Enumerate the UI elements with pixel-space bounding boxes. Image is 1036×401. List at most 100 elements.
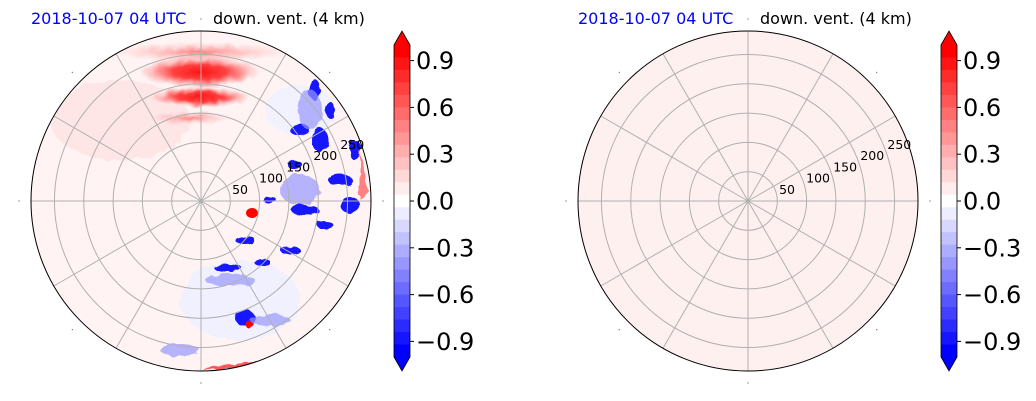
red-band-north [140, 56, 260, 88]
colorbar-level [394, 307, 410, 321]
colorbar-level [941, 82, 957, 96]
angular-gridline [747, 200, 834, 349]
radial-gridline [141, 141, 261, 261]
colorbar-tick-label: 0.9 [416, 47, 454, 75]
radial-tick-label: 100 [806, 171, 830, 186]
colorbar-tick-label: 0.0 [963, 188, 1001, 216]
angular-gridline [662, 200, 749, 349]
colorbar-level [394, 232, 410, 246]
colorbar-level [941, 232, 957, 246]
radial-gridline [659, 112, 837, 290]
colorbar-level [394, 332, 410, 346]
radial-tick-label: 200 [313, 148, 337, 163]
angular-gridline [200, 53, 287, 202]
right-title-variable: down. vent. (4 km) [760, 9, 912, 28]
colorbar-level [394, 157, 410, 171]
angular-gridline [200, 200, 349, 287]
outer-tick [200, 18, 202, 20]
left-polar-frame [30, 30, 372, 372]
outer-tick [382, 200, 384, 202]
outer-tick [200, 382, 202, 384]
colorbar-level [394, 344, 410, 358]
colorbar-level [394, 257, 410, 271]
radial-gridline [688, 141, 808, 261]
colorbar-level [394, 57, 410, 71]
colorbar-tick-label: 0.9 [963, 47, 1001, 75]
right-polar-frame [577, 30, 919, 372]
colorbar-level [941, 169, 957, 183]
colorbar-outline [940, 30, 958, 372]
angular-gridline [662, 53, 749, 202]
radial-tick-label: 250 [340, 137, 364, 152]
colorbar-level [394, 82, 410, 96]
angular-gridline [747, 53, 834, 202]
colorbar-tick-label: 0.3 [416, 141, 454, 169]
radial-tick-label: 50 [779, 182, 795, 197]
left-title-variable: down. vent. (4 km) [213, 9, 365, 28]
outer-tick [71, 329, 73, 331]
colorbar-level [394, 207, 410, 221]
colorbar-tick-label: −0.6 [963, 281, 1021, 309]
radial-gridline [83, 83, 319, 319]
colorbar-level [394, 69, 410, 83]
radial-gridline [171, 171, 231, 231]
outer-tick [329, 71, 331, 73]
colorbar-level [394, 119, 410, 133]
colorbar-extend-min [394, 357, 410, 371]
colorbar-level [941, 219, 957, 233]
radial-gridline [112, 112, 290, 290]
outer-tick [929, 200, 931, 202]
colorbar-level [941, 94, 957, 108]
colorbar-level [941, 282, 957, 296]
colorbar-level [941, 194, 957, 208]
colorbar-tick-label: 0.6 [416, 94, 454, 122]
outer-tick [876, 329, 878, 331]
colorbar-level [941, 182, 957, 196]
outer-tick [876, 71, 878, 73]
radial-tick-label: 200 [860, 148, 884, 163]
colorbar-level [941, 119, 957, 133]
left-title-date: 2018-10-07 04 UTC [31, 9, 186, 28]
colorbar-level [394, 144, 410, 158]
colorbar-level [941, 207, 957, 221]
radial-gridline [630, 83, 866, 319]
right-panel: 2018-10-07 04 UTC down. vent. (4 km) 50 1… [565, 9, 1021, 384]
outer-tick [747, 18, 749, 20]
outer-tick [565, 200, 567, 202]
angular-gridline [200, 115, 349, 202]
colorbar-level [394, 219, 410, 233]
colorbar-tick-label: 0.0 [416, 188, 454, 216]
colorbar-tick-label: −0.9 [416, 328, 474, 356]
angular-gridline [747, 115, 896, 202]
outer-tick [618, 329, 620, 331]
angular-gridline [200, 200, 287, 349]
colorbar-level [394, 182, 410, 196]
colorbar-level [941, 144, 957, 158]
colorbar-tick-label: −0.6 [416, 281, 474, 309]
left-panel: 2018-10-07 04 UTC down. vent. (4 km) [18, 9, 474, 384]
radial-gridline [600, 53, 896, 349]
colorbar-tick-label: −0.3 [416, 234, 474, 262]
colorbar-level [394, 269, 410, 283]
outer-tick [747, 382, 749, 384]
outer-tick [329, 329, 331, 331]
colorbar-level [941, 319, 957, 333]
colorbar-level [941, 132, 957, 146]
angular-gridline [115, 200, 202, 349]
colorbar-extend-min [941, 357, 957, 371]
colorbar-level [941, 294, 957, 308]
right-colorbar: 0.9 0.6 0.3 0.0 −0.3 −0.6 −0.9 [940, 30, 1021, 372]
colorbar-level [941, 307, 957, 321]
colorbar-extend-max [394, 31, 410, 45]
colorbar-level [941, 244, 957, 258]
outer-tick [71, 71, 73, 73]
colorbar-level [394, 94, 410, 108]
colorbar-level [394, 244, 410, 258]
colorbar-tick-label: −0.3 [963, 234, 1021, 262]
left-colorbar: 0.9 0.6 0.3 0.0 −0.3 −0.6 −0.9 [393, 30, 474, 372]
blue-cells [214, 80, 361, 329]
radial-tick-label: 150 [833, 159, 857, 174]
